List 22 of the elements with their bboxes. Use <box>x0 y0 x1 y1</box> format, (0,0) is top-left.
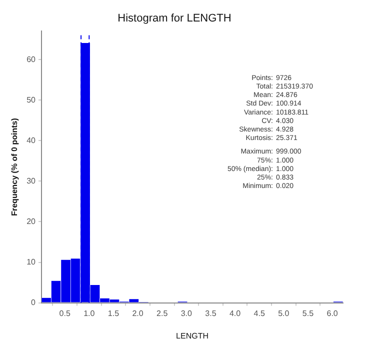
x-tick-label: 5.5 <box>302 308 314 318</box>
x-tick-label: 1.5 <box>108 308 120 318</box>
y-tick-label: 20 <box>26 216 36 226</box>
x-axis-title: LENGTH <box>176 331 209 340</box>
y-tick-label: 10 <box>26 257 36 266</box>
y-tick-label: 60 <box>26 54 36 64</box>
x-tick-label: 5.0 <box>278 308 290 318</box>
x-tick-label: 3.0 <box>180 308 193 318</box>
x-tick-label: 4.0 <box>229 308 242 318</box>
y-tick-label: 0 <box>31 298 36 308</box>
x-tick-label: 3.5 <box>205 308 217 318</box>
x-tick-label: 0.5 <box>59 308 71 318</box>
x-tick-label: 4.5 <box>254 308 266 318</box>
x-tick-label: 2.0 <box>132 308 144 318</box>
y-tick-label: 50 <box>26 95 36 104</box>
y-tick-label: 40 <box>26 136 36 145</box>
y-axis-title: Frequency (% of 0 points) <box>10 118 20 216</box>
x-tick-label: 6.0 <box>326 308 338 318</box>
x-tick-label: 1.0 <box>84 308 96 318</box>
chart-title: Histogram for LENGTH <box>118 12 232 25</box>
x-tick-label: 2.5 <box>156 308 168 318</box>
y-tick-label: 30 <box>26 176 36 186</box>
